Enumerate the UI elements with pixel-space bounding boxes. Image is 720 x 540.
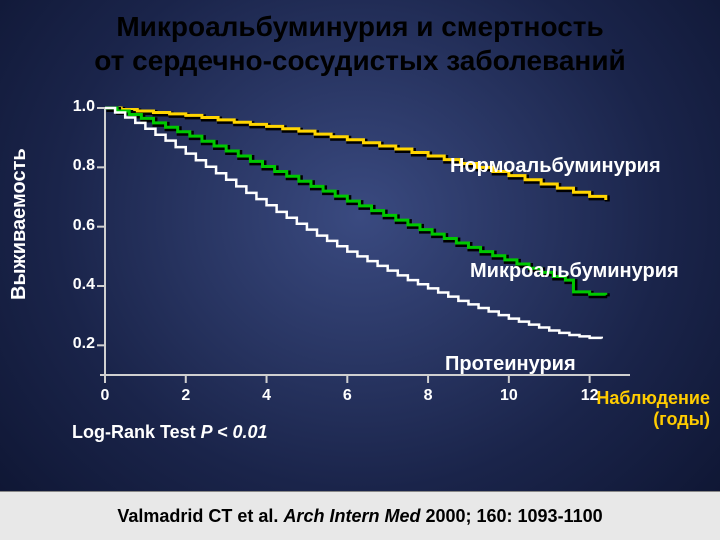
followup-line2: (годы): [653, 409, 710, 429]
citation: Valmadrid CT et al. Arch Intern Med 2000…: [117, 506, 602, 527]
title: Микроальбуминурия и смертность от сердеч…: [0, 10, 720, 77]
citation-ref: 2000; 160: 1093-1100: [420, 506, 602, 526]
logrank-prefix: Log-Rank Test: [72, 422, 201, 442]
xtick: 0: [85, 387, 125, 405]
legend-micro: Микроальбуминурия: [470, 260, 679, 283]
followup-line1: Наблюдение: [596, 388, 710, 408]
xtick: 8: [408, 387, 448, 405]
xtick: 10: [489, 387, 529, 405]
title-line2: от сердечно-сосудистых заболеваний: [94, 45, 626, 76]
logrank-text: Log-Rank Test P < 0.01: [72, 422, 268, 443]
legend-proteinuria: Протеинурия: [445, 353, 576, 376]
xtick: 2: [166, 387, 206, 405]
slide: Микроальбуминурия и смертность от сердеч…: [0, 0, 720, 540]
citation-authors: Valmadrid CT et al.: [117, 506, 283, 526]
xtick: 12: [570, 387, 610, 405]
citation-journal: Arch Intern Med: [283, 506, 420, 526]
y-axis-label: Выживаемость: [8, 148, 31, 300]
ytick: 0.6: [55, 217, 95, 235]
logrank-stat: P < 0.01: [201, 422, 268, 442]
xtick: 6: [327, 387, 367, 405]
title-line1: Микроальбуминурия и смертность: [116, 11, 603, 42]
ytick: 1.0: [55, 98, 95, 116]
citation-bar: Valmadrid CT et al. Arch Intern Med 2000…: [0, 491, 720, 540]
legend-normo: Нормоальбуминурия: [450, 155, 661, 178]
ytick: 0.4: [55, 276, 95, 294]
ytick: 0.2: [55, 335, 95, 353]
xtick: 4: [247, 387, 287, 405]
ytick: 0.8: [55, 157, 95, 175]
